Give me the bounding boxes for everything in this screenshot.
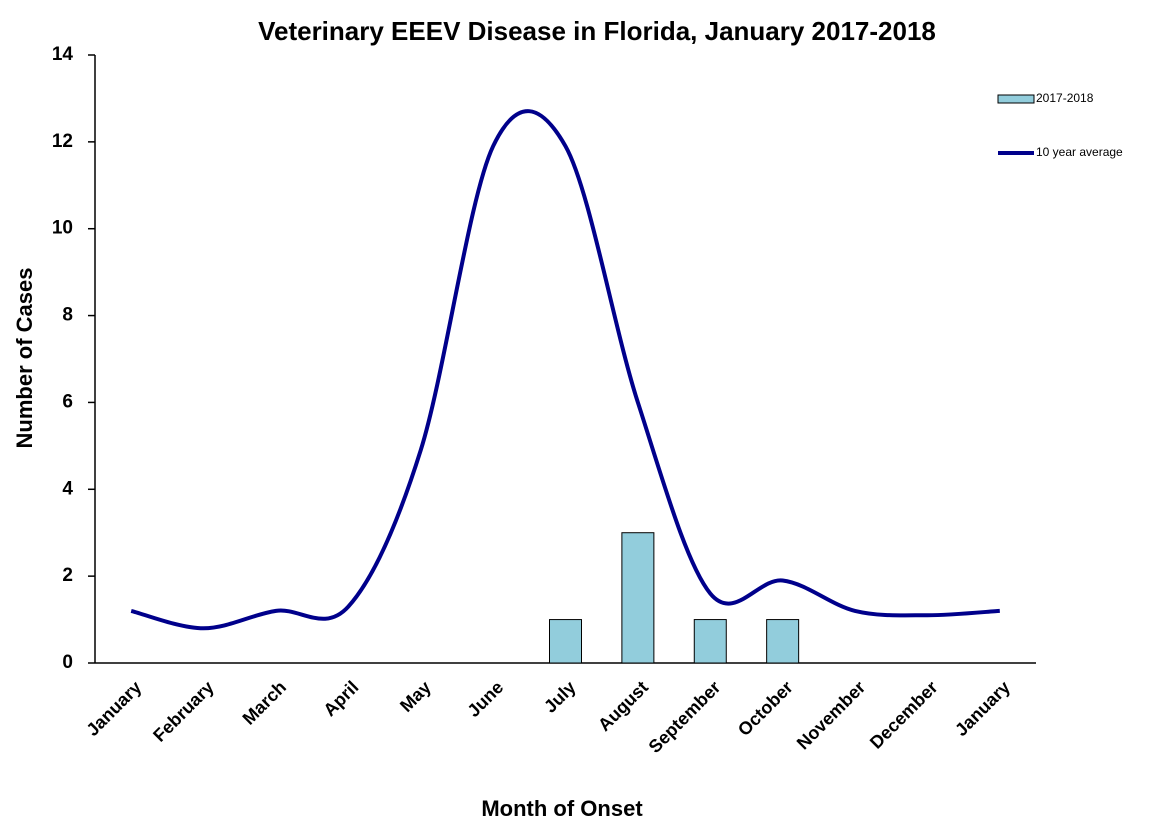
x-tick-label: July [540, 677, 580, 717]
x-tick-label: March [239, 677, 291, 729]
x-tick-label: May [396, 677, 435, 716]
x-tick-label: December [866, 677, 942, 753]
y-tick-label: 14 [52, 44, 74, 65]
y-tick-label: 6 [62, 391, 73, 412]
chart-title: Veterinary EEEV Disease in Florida, Janu… [258, 16, 936, 46]
bar [693, 619, 727, 664]
line [130, 109, 1000, 631]
x-tick-label: June [463, 677, 507, 721]
legend-label: 10 year average [1036, 145, 1123, 159]
bar [621, 532, 655, 664]
x-tick-label: October [734, 677, 797, 740]
bar [766, 619, 800, 664]
y-tick-label: 10 [52, 218, 73, 239]
y-tick-label: 12 [52, 131, 73, 152]
x-tick-label: January [82, 677, 145, 740]
x-axis-label: Month of Onset [481, 796, 643, 821]
y-axis-label: Number of Cases [12, 268, 37, 449]
legend-label: 2017-2018 [1036, 91, 1094, 105]
y-tick-label: 4 [62, 478, 73, 499]
x-tick-label: August [594, 677, 652, 735]
x-tick-label: January [951, 677, 1014, 740]
bar [549, 619, 582, 664]
x-tick-label: November [793, 677, 869, 753]
x-tick-label: February [149, 677, 218, 746]
legend-swatch [997, 94, 1035, 104]
y-tick-label: 8 [62, 305, 73, 326]
y-tick-label: 2 [62, 565, 73, 586]
y-tick-label: 0 [62, 652, 73, 673]
x-tick-label: April [319, 677, 362, 720]
x-tick-label: September [645, 677, 725, 757]
